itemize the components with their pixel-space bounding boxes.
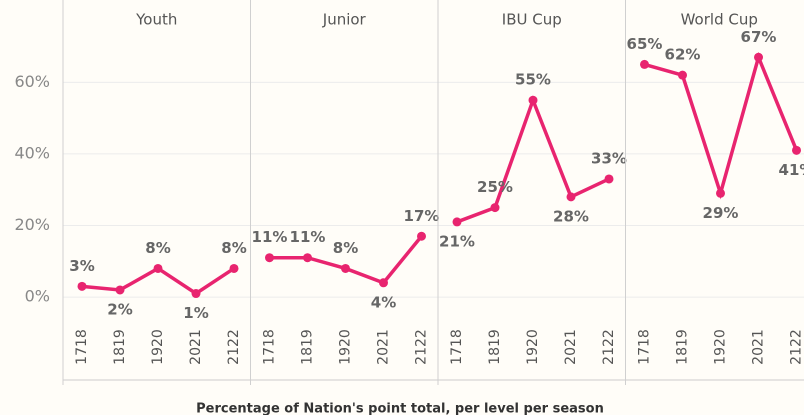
point: [417, 231, 426, 241]
point: [754, 52, 763, 62]
point: [153, 263, 163, 273]
data-label: 8%: [221, 239, 246, 257]
x-tick-label: 1819: [112, 329, 128, 365]
point: [792, 145, 801, 155]
data-label: 55%: [515, 71, 551, 89]
x-tick-label: 1819: [300, 329, 316, 365]
x-tick-label: 2021: [751, 329, 767, 365]
panel-title: IBU Cup: [502, 11, 562, 29]
x-tick-label: 2122: [789, 329, 804, 365]
point: [229, 263, 239, 273]
data-label: 41%: [779, 161, 804, 179]
data-label: 21%: [439, 232, 475, 250]
data-label: 17%: [404, 207, 440, 225]
x-tick-label: 1718: [74, 329, 90, 365]
point: [452, 217, 462, 227]
point: [604, 174, 614, 184]
x-tick-label: 2021: [376, 329, 392, 365]
data-label: 8%: [145, 239, 170, 257]
data-label: 11%: [252, 228, 288, 246]
x-tick-label: 1920: [338, 329, 354, 365]
data-label: 33%: [591, 149, 627, 167]
point: [115, 285, 125, 295]
x-tick-label: 2122: [601, 329, 617, 365]
panel-title: Youth: [135, 11, 177, 29]
x-tick-label: 1819: [675, 329, 691, 365]
point: [566, 192, 576, 202]
x-tick-label: 2122: [414, 329, 430, 365]
point: [528, 95, 538, 105]
data-label: 3%: [69, 257, 94, 275]
data-label: 2%: [107, 300, 132, 318]
data-label: 65%: [627, 35, 663, 53]
data-label: 1%: [183, 304, 208, 322]
x-tick-label: 1718: [449, 329, 465, 365]
x-tick-label: 1920: [525, 329, 541, 365]
point: [265, 253, 274, 263]
data-label: 67%: [741, 28, 777, 46]
point: [640, 59, 649, 69]
point: [303, 253, 312, 263]
point: [191, 289, 201, 299]
x-tick-label: 2021: [563, 329, 579, 365]
x-tick-label: 1718: [262, 329, 278, 365]
chart-title: Percentage of Nation's point total, per …: [196, 402, 604, 415]
point: [716, 188, 725, 198]
data-label: 29%: [703, 204, 739, 222]
data-label: 4%: [371, 293, 396, 311]
x-tick-label: 1819: [487, 329, 503, 365]
x-tick-label: 1920: [713, 329, 729, 365]
data-label: 8%: [333, 239, 358, 257]
data-label: 11%: [290, 228, 326, 246]
point: [490, 203, 500, 213]
data-label: 28%: [553, 207, 589, 225]
x-tick-label: 1718: [637, 329, 653, 365]
x-tick-label: 2021: [188, 329, 204, 365]
point: [678, 70, 687, 80]
data-label: 25%: [477, 178, 513, 196]
y-tick-label: 60%: [14, 72, 50, 91]
panel-title: Junior: [322, 11, 367, 29]
x-tick-label: 1920: [150, 329, 166, 365]
panel-title: World Cup: [681, 11, 758, 29]
x-tick-label: 2122: [226, 329, 242, 365]
point: [341, 263, 350, 273]
point: [77, 281, 87, 291]
y-tick-label: 0%: [25, 287, 50, 306]
y-tick-label: 20%: [14, 215, 50, 234]
data-label: 62%: [665, 46, 701, 64]
point: [379, 278, 388, 288]
y-tick-label: 40%: [14, 143, 50, 162]
